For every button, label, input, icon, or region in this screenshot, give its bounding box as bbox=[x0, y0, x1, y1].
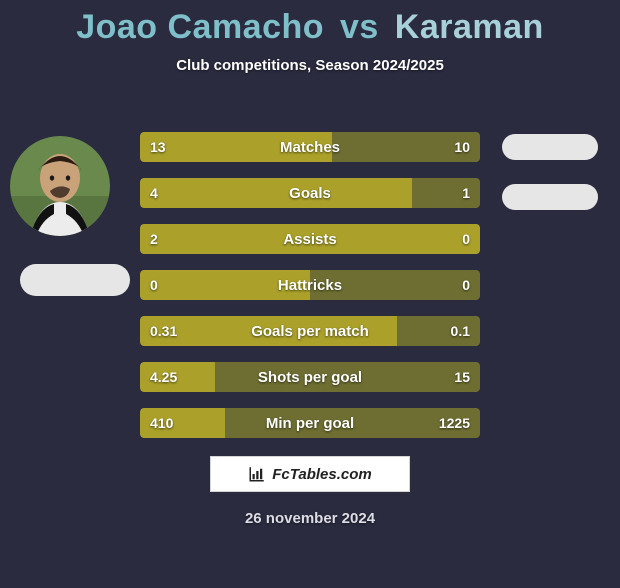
date: 26 november 2024 bbox=[0, 510, 620, 527]
bar-value-right: 15 bbox=[454, 362, 470, 392]
comparison-bars: 1310Matches41Goals20Assists00Hattricks0.… bbox=[140, 132, 480, 454]
bar-value-left: 13 bbox=[150, 132, 166, 162]
bar-value-right: 10 bbox=[454, 132, 470, 162]
bar-value-right: 0 bbox=[462, 270, 470, 300]
title-vs: vs bbox=[340, 8, 379, 46]
bar-row: 20Assists bbox=[140, 224, 480, 254]
player1-club-badge bbox=[20, 264, 130, 296]
bar-row: 0.310.1Goals per match bbox=[140, 316, 480, 346]
page-title: Joao Camacho vs Karaman bbox=[0, 8, 620, 47]
bar-value-left: 0.31 bbox=[150, 316, 177, 346]
bar-value-left: 4 bbox=[150, 178, 158, 208]
player2-avatar-placeholder bbox=[502, 134, 598, 160]
bar-value-left: 2 bbox=[150, 224, 158, 254]
subtitle: Club competitions, Season 2024/2025 bbox=[0, 57, 620, 74]
bar-left bbox=[140, 132, 332, 162]
bar-value-right: 1 bbox=[462, 178, 470, 208]
site-badge[interactable]: FcTables.com bbox=[210, 456, 410, 492]
bar-left bbox=[140, 316, 397, 346]
bar-row: 41Goals bbox=[140, 178, 480, 208]
bar-row: 4.2515Shots per goal bbox=[140, 362, 480, 392]
bar-value-right: 0.1 bbox=[451, 316, 470, 346]
title-player1: Joao Camacho bbox=[76, 8, 324, 46]
bar-row: 00Hattricks bbox=[140, 270, 480, 300]
chart-icon bbox=[248, 465, 266, 483]
bar-right bbox=[215, 362, 480, 392]
bar-value-right: 0 bbox=[462, 224, 470, 254]
bar-row: 1310Matches bbox=[140, 132, 480, 162]
title-player2: Karaman bbox=[395, 8, 544, 46]
player2-club-badge bbox=[502, 184, 598, 210]
bar-value-left: 4.25 bbox=[150, 362, 177, 392]
player1-avatar bbox=[10, 136, 110, 236]
bar-value-left: 0 bbox=[150, 270, 158, 300]
bar-value-left: 410 bbox=[150, 408, 173, 438]
bar-right bbox=[310, 270, 480, 300]
bar-row: 4101225Min per goal bbox=[140, 408, 480, 438]
site-name: FcTables.com bbox=[272, 466, 371, 483]
bar-left bbox=[140, 270, 310, 300]
bar-left bbox=[140, 178, 412, 208]
bar-left bbox=[140, 224, 480, 254]
bar-value-right: 1225 bbox=[439, 408, 470, 438]
